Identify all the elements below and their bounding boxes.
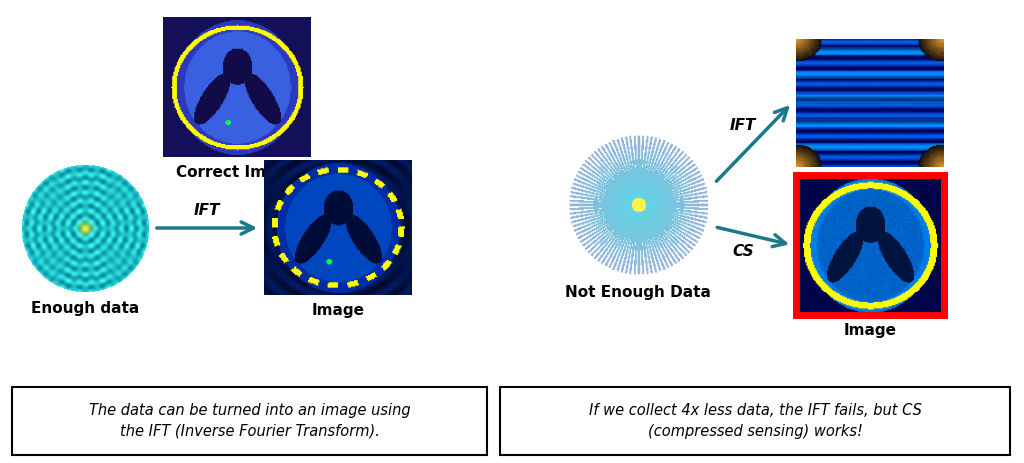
Text: Not Enough Data: Not Enough Data [565,286,711,300]
Text: IFT: IFT [730,118,757,133]
Text: The data can be turned into an image using
the IFT (Inverse Fourier Transform).: The data can be turned into an image usi… [89,403,411,439]
Text: Image: Image [844,323,896,338]
Bar [500,387,1010,455]
Bar [796,175,944,315]
Text: Image: Image [311,304,365,319]
Text: Enough data: Enough data [31,301,139,316]
Text: If we collect 4x less data, the IFT fails, but CS
(compressed sensing) works!: If we collect 4x less data, the IFT fail… [589,403,922,439]
Bar [12,387,487,455]
Text: Correct Image: Correct Image [176,165,298,180]
Text: IFT: IFT [194,203,220,218]
Text: CS: CS [732,244,754,259]
